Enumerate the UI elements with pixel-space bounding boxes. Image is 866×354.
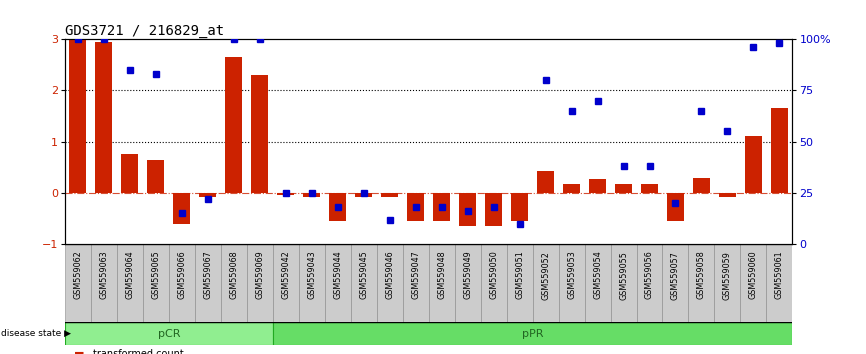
Bar — [771, 108, 788, 193]
Bar — [225, 57, 242, 193]
Bar — [641, 184, 658, 193]
Bar — [117, 244, 143, 324]
Bar — [533, 244, 559, 324]
Bar — [173, 193, 191, 224]
Bar — [714, 244, 740, 324]
Text: GSM559045: GSM559045 — [359, 251, 368, 299]
Bar — [667, 193, 684, 221]
Bar — [429, 244, 455, 324]
Bar — [481, 244, 507, 324]
Text: GSM559044: GSM559044 — [333, 251, 342, 299]
Bar — [662, 244, 688, 324]
Text: GSM559054: GSM559054 — [593, 251, 602, 299]
Bar — [688, 244, 714, 324]
Bar — [169, 244, 195, 324]
Bar — [740, 244, 766, 324]
Text: GSM559048: GSM559048 — [437, 251, 446, 299]
Text: GSM559069: GSM559069 — [255, 251, 264, 299]
Bar — [69, 39, 87, 193]
Text: GSM559063: GSM559063 — [100, 251, 108, 299]
Text: GSM559067: GSM559067 — [204, 251, 212, 299]
Bar — [563, 184, 580, 193]
Text: GSM559052: GSM559052 — [541, 251, 550, 299]
Bar — [325, 244, 351, 324]
Bar — [65, 244, 91, 324]
Bar — [351, 244, 377, 324]
Bar — [251, 75, 268, 193]
Bar — [273, 322, 792, 345]
Bar — [329, 193, 346, 221]
Bar — [589, 178, 606, 193]
Text: pPR: pPR — [522, 329, 543, 339]
Bar — [507, 244, 533, 324]
Bar — [143, 244, 169, 324]
Bar — [95, 41, 113, 193]
Text: disease state ▶: disease state ▶ — [1, 329, 71, 338]
Text: GSM559060: GSM559060 — [749, 251, 758, 299]
Bar — [381, 193, 398, 196]
Bar — [745, 137, 762, 193]
Bar — [147, 160, 165, 193]
Text: GSM559053: GSM559053 — [567, 251, 576, 299]
Bar — [65, 322, 273, 345]
Bar — [585, 244, 611, 324]
Bar — [459, 193, 476, 226]
Text: GSM559058: GSM559058 — [697, 251, 706, 299]
Bar — [121, 154, 139, 193]
Bar — [403, 244, 429, 324]
Text: GSM559055: GSM559055 — [619, 251, 628, 299]
Bar — [537, 171, 554, 193]
Text: GSM559061: GSM559061 — [775, 251, 784, 299]
Text: GSM559062: GSM559062 — [74, 251, 82, 299]
Bar — [299, 244, 325, 324]
Text: GSM559047: GSM559047 — [411, 251, 420, 299]
Text: GSM559049: GSM559049 — [463, 251, 472, 299]
Bar — [455, 244, 481, 324]
Bar — [611, 244, 637, 324]
Bar — [221, 244, 247, 324]
Bar — [433, 193, 450, 221]
Text: GSM559043: GSM559043 — [307, 251, 316, 299]
Text: GSM559059: GSM559059 — [723, 251, 732, 299]
Text: GSM559051: GSM559051 — [515, 251, 524, 299]
Text: ■: ■ — [74, 351, 84, 354]
Bar — [615, 184, 632, 193]
Text: GSM559066: GSM559066 — [178, 251, 186, 299]
Text: GSM559050: GSM559050 — [489, 251, 498, 299]
Text: GSM559046: GSM559046 — [385, 251, 394, 299]
Bar — [407, 193, 424, 221]
Bar — [355, 193, 372, 196]
Text: GSM559065: GSM559065 — [152, 251, 160, 299]
Bar — [559, 244, 585, 324]
Text: transformed count: transformed count — [93, 349, 184, 354]
Bar — [719, 193, 736, 197]
Text: GSM559042: GSM559042 — [281, 251, 290, 299]
Text: GSM559068: GSM559068 — [229, 251, 238, 299]
Bar — [199, 193, 216, 196]
Text: GSM559057: GSM559057 — [671, 251, 680, 299]
Bar — [277, 193, 294, 195]
Bar — [377, 244, 403, 324]
Text: GSM559056: GSM559056 — [645, 251, 654, 299]
Text: GSM559064: GSM559064 — [126, 251, 134, 299]
Text: GDS3721 / 216829_at: GDS3721 / 216829_at — [65, 24, 224, 38]
Bar — [693, 178, 710, 193]
Bar — [195, 244, 221, 324]
Text: pCR: pCR — [158, 329, 180, 339]
Bar — [485, 193, 502, 226]
Bar — [273, 244, 299, 324]
Bar — [303, 193, 320, 196]
Bar — [511, 193, 528, 221]
Bar — [91, 244, 117, 324]
Bar — [247, 244, 273, 324]
Bar — [637, 244, 662, 324]
Bar — [766, 244, 792, 324]
